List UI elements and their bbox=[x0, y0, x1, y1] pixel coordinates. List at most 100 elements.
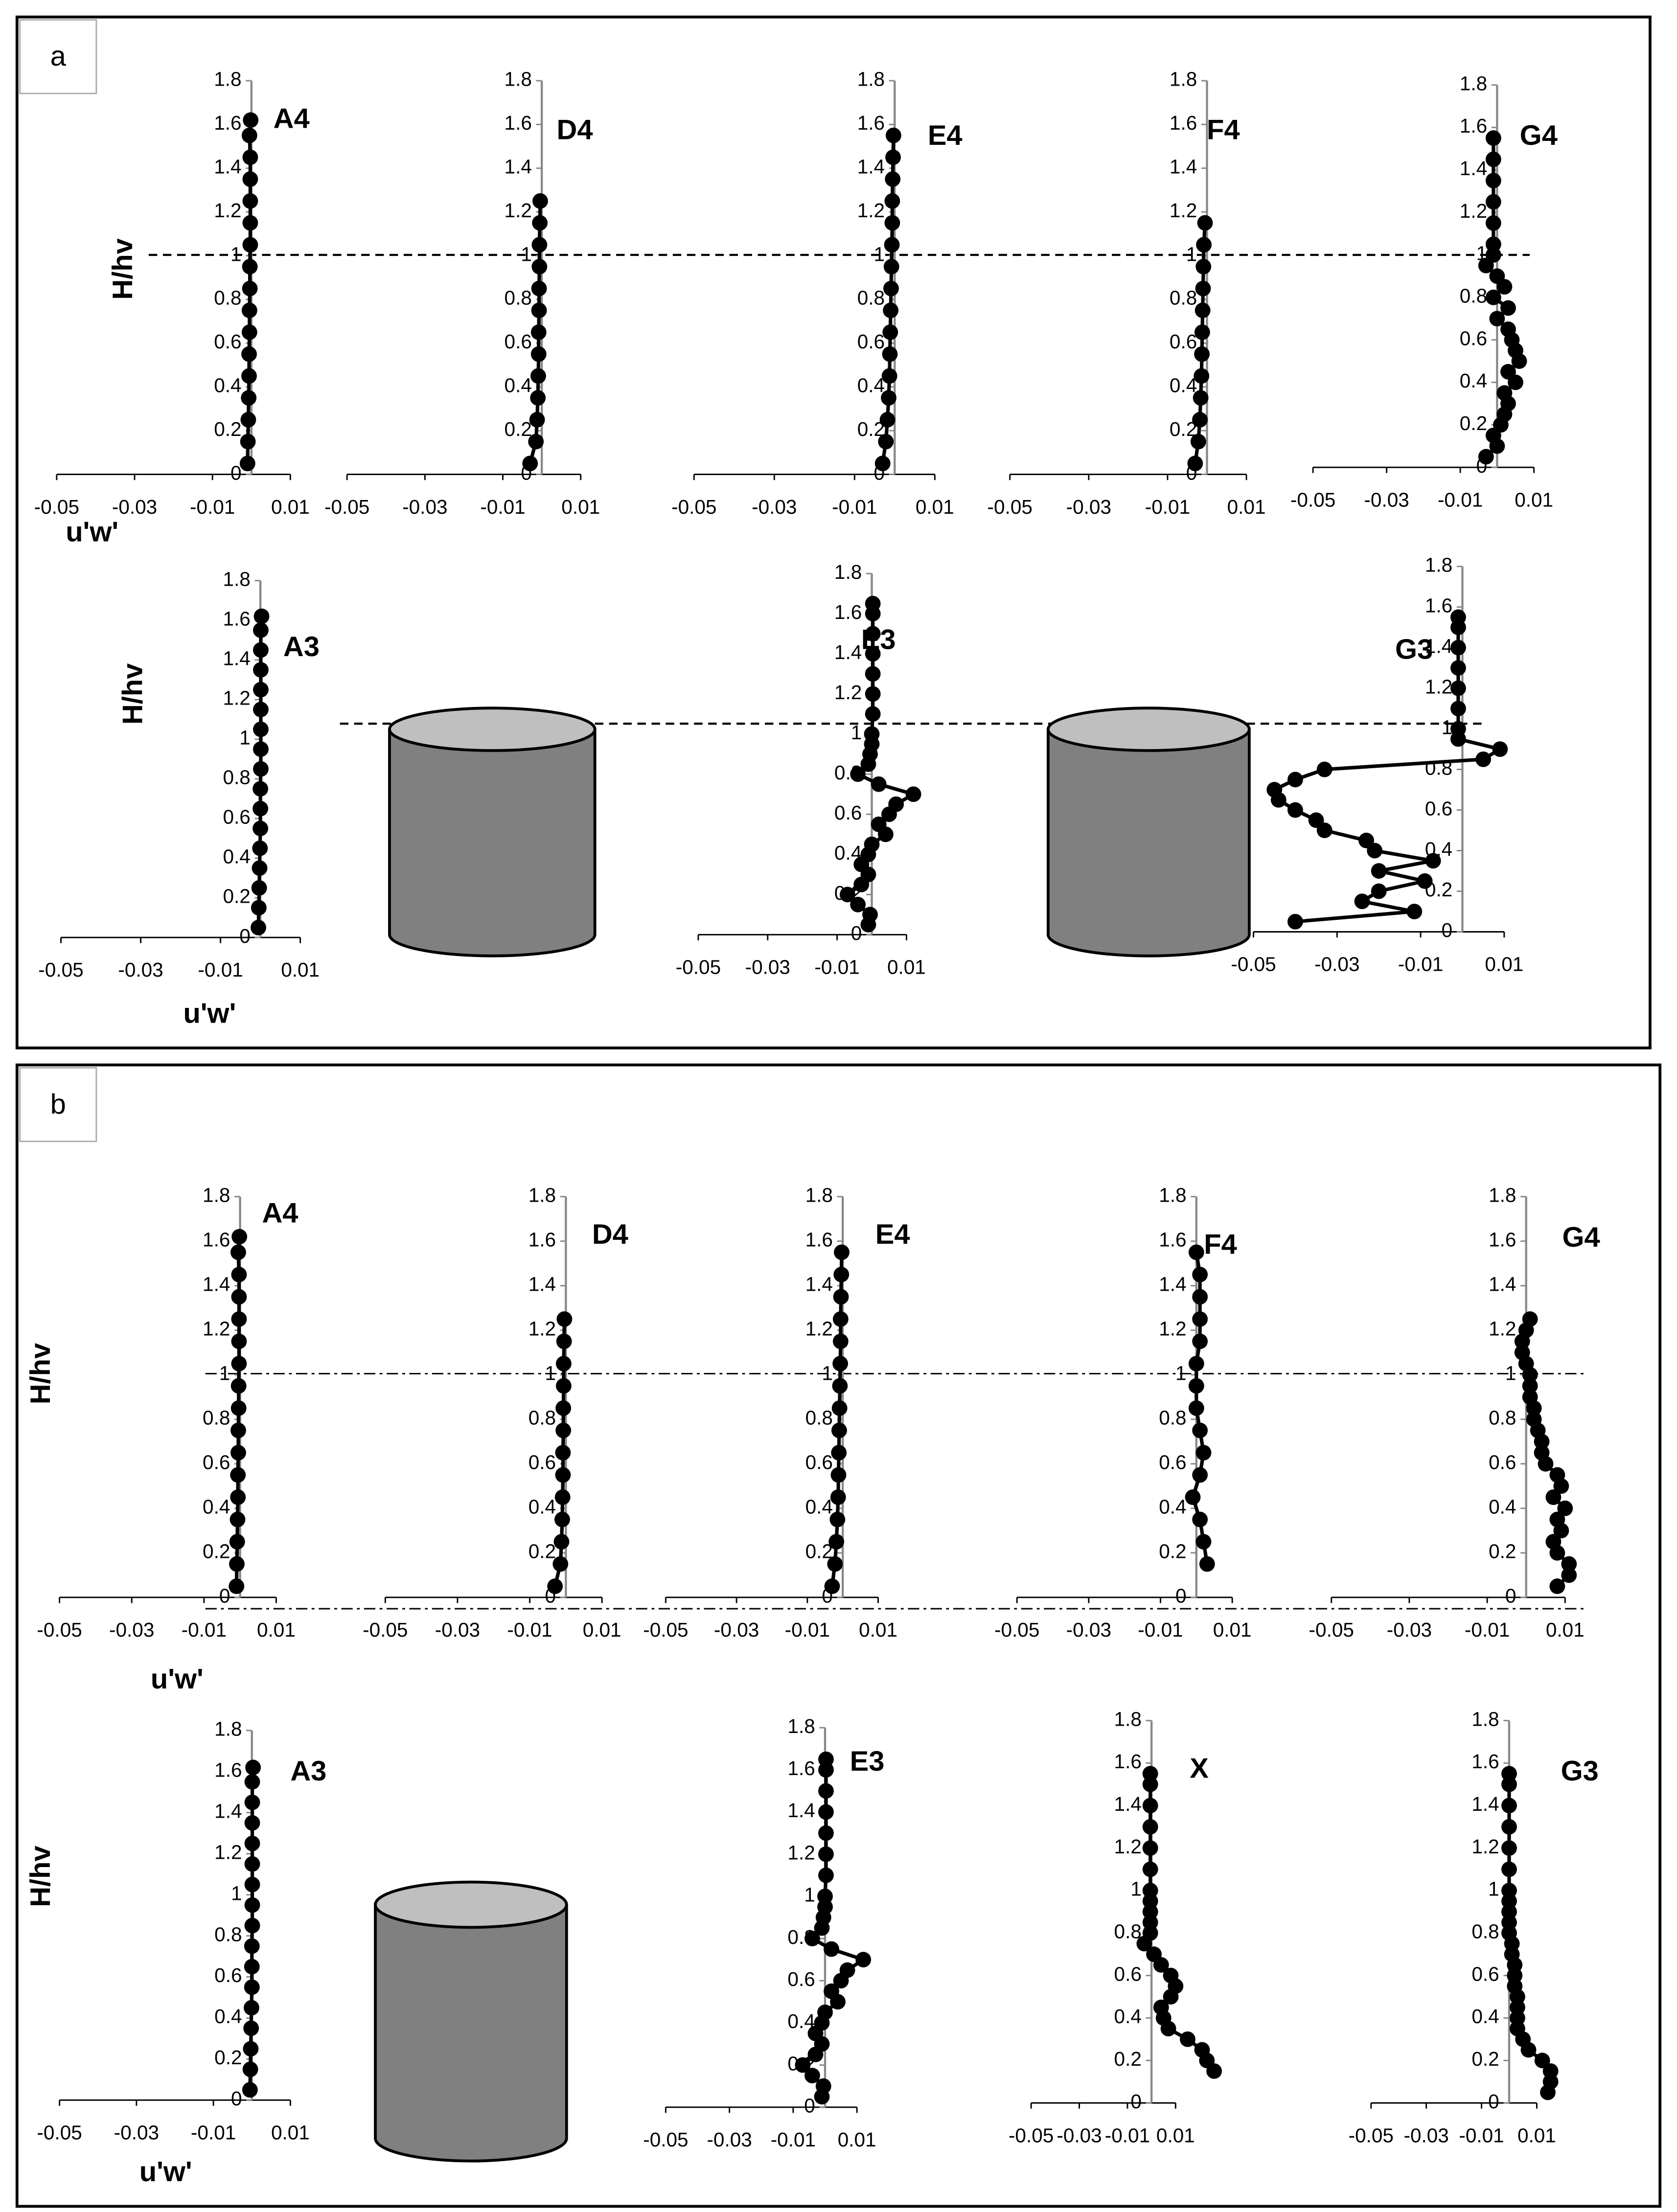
data-point bbox=[1450, 639, 1466, 656]
chart-title: F4 bbox=[1207, 114, 1240, 145]
y-tick-label: 1 bbox=[1505, 1362, 1516, 1384]
y-tick-label: 1.8 bbox=[1471, 1708, 1499, 1730]
data-point bbox=[833, 1267, 850, 1282]
y-tick-label: 0.2 bbox=[1489, 1540, 1516, 1563]
data-point bbox=[230, 1489, 246, 1505]
data-point bbox=[879, 411, 896, 428]
y-tick-label: 1.8 bbox=[203, 1184, 230, 1206]
data-point bbox=[883, 259, 899, 274]
y-tick-label: 0.6 bbox=[214, 1964, 242, 1986]
data-point bbox=[229, 1556, 245, 1572]
y-tick-label: 1 bbox=[851, 721, 862, 744]
data-point bbox=[555, 1378, 572, 1394]
data-point bbox=[888, 796, 904, 812]
data-point bbox=[1496, 385, 1513, 401]
data-point bbox=[253, 662, 269, 678]
data-point bbox=[824, 1983, 839, 1999]
data-point bbox=[817, 2004, 833, 2020]
y-tick-label: 1.6 bbox=[1170, 112, 1197, 134]
y-tick-label: 0 bbox=[219, 1585, 230, 1607]
y-tick-label: 0.2 bbox=[505, 418, 532, 440]
y-tick-label: 0.2 bbox=[203, 1540, 230, 1563]
y-tick-label: 1.6 bbox=[1114, 1750, 1142, 1773]
x-tick-label: -0.03 bbox=[1364, 488, 1409, 511]
data-point bbox=[878, 433, 894, 450]
x-tick-label: 0.01 bbox=[1227, 496, 1266, 518]
x-tick-label: 0.01 bbox=[1156, 2124, 1195, 2146]
y-tick-label: 0.6 bbox=[528, 1451, 556, 1474]
y-tick-label: 1 bbox=[1488, 1878, 1499, 1900]
y-tick-label: 1.4 bbox=[505, 155, 532, 178]
y-tick-label: 0 bbox=[1130, 2090, 1142, 2113]
data-point bbox=[1485, 289, 1501, 305]
data-point bbox=[1287, 772, 1303, 788]
x-tick-label: 0.01 bbox=[561, 496, 600, 518]
x-tick-label: 0.01 bbox=[916, 496, 954, 518]
data-point bbox=[830, 1467, 847, 1483]
y-tick-label: 1.8 bbox=[1460, 72, 1487, 94]
data-point bbox=[253, 781, 269, 797]
y-tick-label: 0.4 bbox=[203, 1496, 230, 1518]
y-tick-label: 0.6 bbox=[834, 801, 862, 824]
x-tick-label: -0.05 bbox=[37, 1619, 82, 1641]
x-tick-label: -0.05 bbox=[1231, 953, 1276, 976]
data-point bbox=[1489, 311, 1505, 327]
x-tick-label: -0.05 bbox=[1349, 2124, 1394, 2146]
data-point bbox=[884, 237, 900, 253]
y-tick-label: 0.8 bbox=[1471, 1920, 1499, 1943]
data-point bbox=[1534, 2052, 1550, 2069]
panel-frame bbox=[15, 15, 1652, 1049]
y-tick-label: 0.8 bbox=[1489, 1407, 1516, 1429]
data-point bbox=[1193, 390, 1209, 406]
y-tick-label: 1.6 bbox=[1471, 1750, 1499, 1773]
data-point bbox=[882, 324, 898, 340]
x-tick-label: -0.03 bbox=[714, 1619, 759, 1641]
x-tick-label: 0.01 bbox=[859, 1619, 897, 1641]
y-tick-label: 1.4 bbox=[528, 1273, 556, 1295]
data-point bbox=[1545, 1489, 1562, 1505]
y-tick-label: 1.8 bbox=[834, 561, 862, 583]
data-point bbox=[1549, 1467, 1565, 1483]
y-tick-label: 0.2 bbox=[214, 2046, 242, 2069]
y-tick-label: 1 bbox=[804, 1884, 815, 1906]
data-point bbox=[231, 1311, 247, 1327]
data-point bbox=[1545, 1534, 1562, 1550]
y-tick-label: 0.6 bbox=[857, 330, 885, 353]
data-point bbox=[1501, 1861, 1517, 1877]
x-tick-label: 0.01 bbox=[281, 958, 320, 981]
x-tick-label: 0.01 bbox=[271, 2121, 310, 2144]
data-point bbox=[530, 368, 546, 384]
x-tick-label: -0.01 bbox=[832, 496, 877, 518]
y-tick-label: 1 bbox=[231, 1882, 242, 1904]
data-point bbox=[864, 726, 880, 742]
x-axis-label: u'w' bbox=[183, 998, 236, 1029]
x-axis-label: u'w' bbox=[139, 2156, 192, 2188]
x-tick-label: -0.01 bbox=[1438, 488, 1483, 511]
y-tick-label: 0.6 bbox=[1471, 1962, 1499, 1985]
panel-label: b bbox=[50, 1089, 66, 1120]
data-point bbox=[1192, 1311, 1208, 1327]
data-point bbox=[1522, 1378, 1538, 1394]
data-point bbox=[1485, 194, 1501, 210]
y-tick-label: 1.2 bbox=[1159, 1317, 1186, 1340]
y-tick-label: 0.6 bbox=[203, 1451, 230, 1474]
subplot: -0.05 -0.03 -0.01 0.01 0 0.2 0.4 0.6 0.8 1 1.2 1.4 1… bbox=[34, 68, 310, 548]
x-tick-label: -0.05 bbox=[34, 496, 79, 518]
y-tick-label: 1.4 bbox=[834, 641, 862, 663]
data-point bbox=[832, 1356, 849, 1371]
subplot: -0.05 -0.03 -0.01 0.01 0 0.2 0.4 0.6 0.8 1 1.2 1.4 1… bbox=[25, 1718, 326, 2188]
profile-line bbox=[830, 1252, 844, 1587]
data-point bbox=[1192, 1511, 1208, 1528]
y-tick-label: 0.8 bbox=[214, 1923, 242, 1945]
y-tick-label: 0.4 bbox=[1114, 2005, 1142, 2028]
data-point bbox=[531, 237, 548, 253]
data-point bbox=[865, 706, 881, 722]
chart-title: G3 bbox=[1561, 1756, 1599, 1787]
data-point bbox=[1192, 1333, 1208, 1349]
data-point bbox=[532, 193, 548, 209]
y-tick-label: 0 bbox=[1175, 1585, 1187, 1607]
data-point bbox=[1142, 1766, 1158, 1782]
data-point bbox=[231, 1289, 247, 1305]
y-tick-label: 0.4 bbox=[214, 2005, 242, 2028]
data-point bbox=[253, 761, 269, 777]
